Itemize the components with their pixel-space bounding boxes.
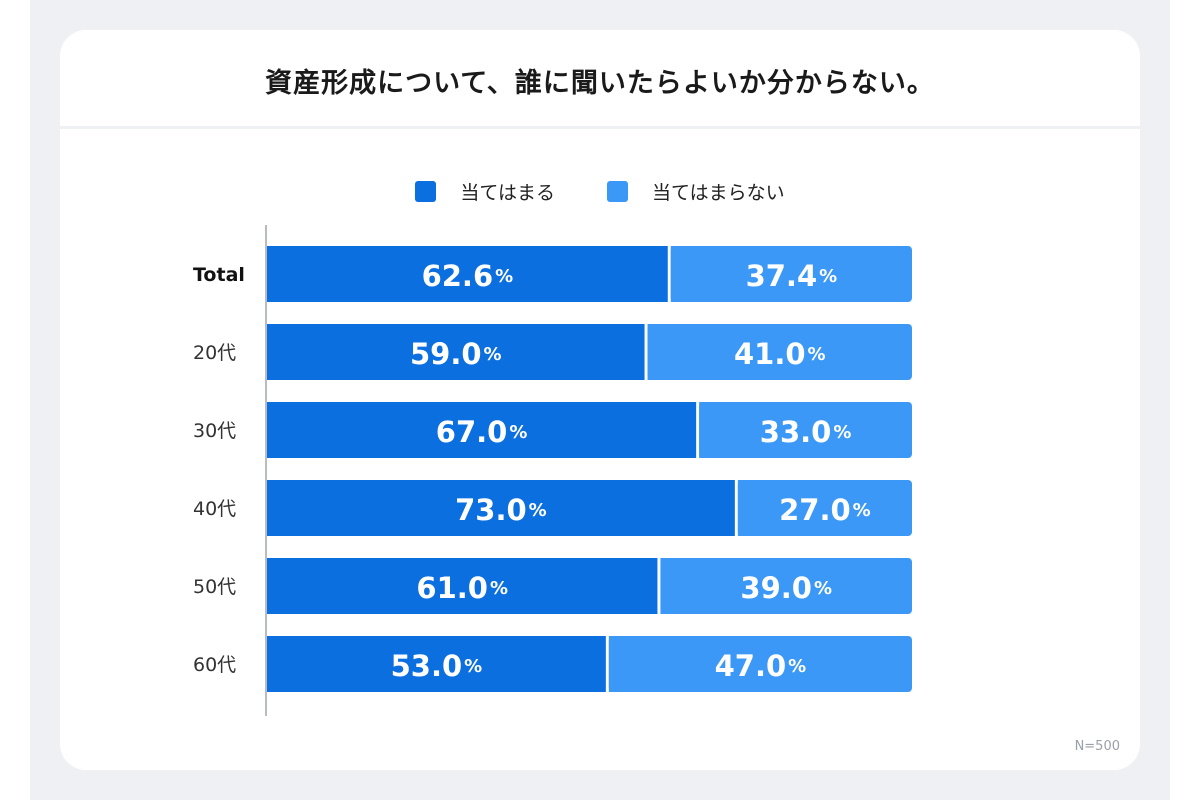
bar-label-not-applies: 27.0% <box>779 493 871 527</box>
bar-not-applies <box>647 324 912 380</box>
bar-label-not-applies: 39.0% <box>740 571 832 605</box>
bar-label-applies: 53.0% <box>391 649 483 683</box>
bar-label-not-applies: 33.0% <box>760 415 852 449</box>
bar-not-applies <box>737 480 912 536</box>
legend-swatch-not-applies <box>607 181 628 202</box>
bar-not-applies <box>699 402 912 458</box>
bar-row: 73.0% 27.0 % 40代 <box>193 480 912 536</box>
bar-applies <box>267 324 645 380</box>
category-label: 30代 <box>193 420 236 442</box>
bar-label-not-applies: 41.0% <box>734 337 826 371</box>
bar-segment-corner-fill <box>660 558 669 614</box>
bar-row: 53.0% 47.0 % 60代 <box>193 636 912 692</box>
chart-card: 資産形成について、誰に聞いたらよいか分からない。 当てはまる 当てはまらない 6… <box>60 30 1140 770</box>
bar-applies <box>267 558 658 614</box>
bar-label-applies: 67.0% <box>436 415 528 449</box>
legend-item-applies: 当てはまる <box>415 178 555 205</box>
bar-segment-corner-fill <box>670 246 679 302</box>
chart-title: 資産形成について、誰に聞いたらよいか分からない。 <box>265 67 935 99</box>
bar-segment-corner-fill <box>608 636 617 692</box>
bar-row: 67.0% 33.0 % 30代 <box>193 402 912 458</box>
bar-applies <box>267 480 735 536</box>
bar-label-applies: 61.0% <box>416 571 508 605</box>
bar-segment-corner-fill <box>647 324 656 380</box>
category-label: Total <box>193 264 245 286</box>
bar-not-applies <box>608 636 912 692</box>
legend-item-not-applies: 当てはまらない <box>607 178 785 205</box>
bar-applies <box>267 246 668 302</box>
bar-label-applies: 62.6% <box>422 259 514 293</box>
bar-label-not-applies: 37.4% <box>746 259 838 293</box>
bar-applies <box>267 402 697 458</box>
category-label: 40代 <box>193 498 236 520</box>
chart-legend: 当てはまる 当てはまらない <box>60 178 1140 205</box>
bar-label-applies: 73.0% <box>455 493 547 527</box>
bar-row: 59.0% 41.0 % 20代 <box>193 324 912 380</box>
sample-size-note: N=500 <box>1074 739 1120 754</box>
bar-not-applies <box>670 246 912 302</box>
legend-label-not-applies: 当てはまらない <box>652 182 785 204</box>
legend-label-applies: 当てはまる <box>460 182 555 204</box>
bar-segment-corner-fill <box>737 480 746 536</box>
category-label: 20代 <box>193 342 236 364</box>
bar-chart: 62.6% 37.4 % Total 59.0% 41.0 % 20代 67.0% 33.0 % 30… <box>193 225 912 716</box>
bar-row: 61.0% 39.0 % 50代 <box>193 558 912 614</box>
bar-not-applies <box>660 558 912 614</box>
bar-segment-corner-fill <box>699 402 708 458</box>
bar-row: 62.6% 37.4 % Total <box>193 246 912 302</box>
legend-swatch-applies <box>415 181 437 202</box>
category-label: 60代 <box>193 654 236 676</box>
bar-label-not-applies: 47.0% <box>715 649 807 683</box>
bar-applies <box>267 636 606 692</box>
card-header: 資産形成について、誰に聞いたらよいか分からない。 <box>60 30 1140 129</box>
bar-label-applies: 59.0% <box>410 337 502 371</box>
category-label: 50代 <box>193 576 236 598</box>
